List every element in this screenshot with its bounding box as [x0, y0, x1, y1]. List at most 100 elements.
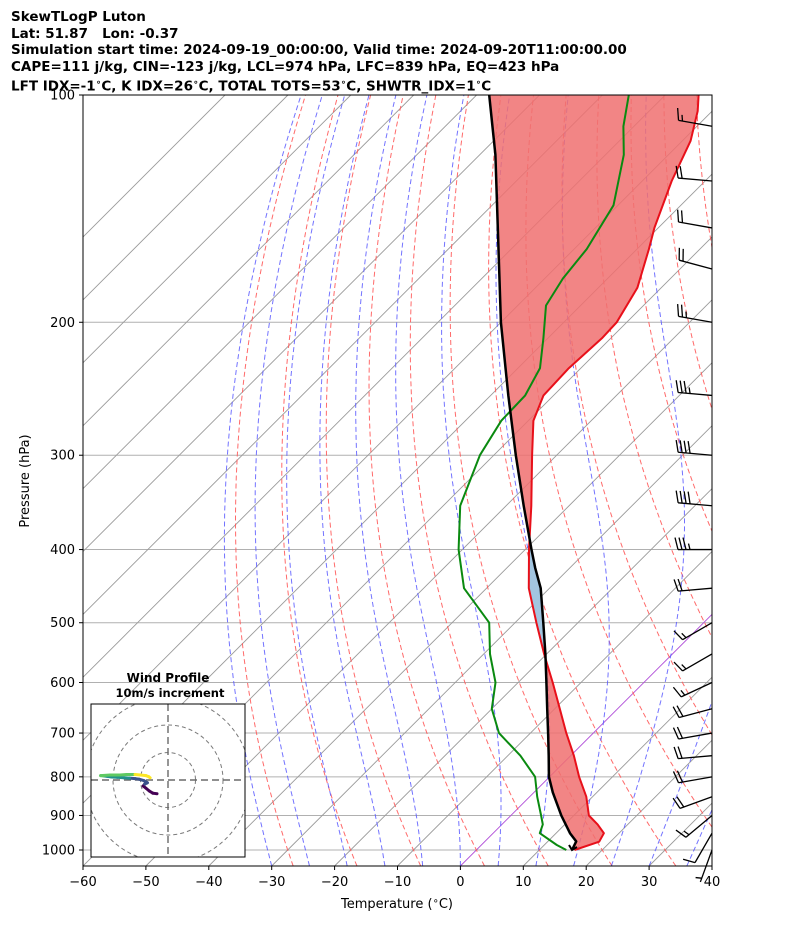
dry-adiabat — [368, 95, 485, 866]
wind-barb-shaft — [678, 259, 713, 270]
wind-barb-full — [675, 490, 679, 503]
y-tick-label: 700 — [50, 727, 75, 742]
moist-adiabat — [648, 699, 712, 866]
wind-barb-full — [672, 706, 680, 718]
x-tick-label: 20 — [578, 875, 595, 890]
dry-adiabat — [561, 95, 712, 736]
isotherm-line — [208, 362, 712, 866]
x-tick-label: −60 — [69, 875, 96, 890]
x-axis-unit: C) — [439, 897, 453, 912]
y-tick-label: 500 — [50, 616, 75, 631]
wind-barb-shaft — [680, 681, 713, 698]
wind-barb-full — [675, 829, 687, 838]
chart-header: SkewTLogP Luton Lat: 51.87 Lon: -0.37 Si… — [11, 9, 627, 95]
wind-barb-full — [672, 686, 682, 698]
isotherm-line — [522, 676, 712, 866]
wind-barb-full — [679, 380, 683, 393]
x-tick-label: −10 — [384, 875, 411, 890]
wind-barb-full — [680, 210, 684, 223]
x-axis-degree: ∘ — [433, 896, 439, 907]
wind-barb-shaft — [682, 622, 713, 641]
isotherm-line — [83, 95, 352, 364]
isotherm-line — [83, 95, 289, 301]
wind-barb-full — [676, 209, 680, 223]
wind-barb-shaft — [678, 119, 713, 127]
wind-barb-full — [674, 537, 679, 550]
wind-barb-full — [677, 746, 683, 759]
wind-barb-full — [676, 107, 680, 121]
wind-barb-shaft — [682, 653, 713, 672]
wind-barb-half — [683, 830, 690, 836]
wind-barb-shaft — [678, 221, 713, 229]
x-tick-label: −50 — [132, 875, 159, 890]
dry-adiabat — [488, 95, 677, 866]
wind-barb-full — [683, 380, 687, 394]
degree-symbol: ∘ — [95, 78, 102, 89]
y-tick-label: 900 — [50, 809, 75, 824]
indices-line: LFT IDX=-1∘C, K IDX=26∘C, TOTAL TOTS=53∘… — [11, 78, 492, 95]
x-axis-ticks: −60 −50 −40 −30 −20 −10 0 10 20 30 40 — [69, 866, 720, 890]
times-line: Simulation start time: 2024-09-19_00:00:… — [11, 42, 627, 59]
wind-barb-full — [675, 439, 679, 453]
isotherm-line — [271, 425, 712, 866]
x-axis-label-text: Temperature ( — [340, 897, 433, 912]
wind-barb-full — [683, 491, 687, 504]
wind-barb-shaft — [679, 796, 713, 809]
wind-barb-full — [673, 661, 684, 672]
location-line: Lat: 51.87 Lon: -0.37 — [11, 25, 179, 42]
wind-barb-full — [679, 490, 683, 504]
wind-barb-full — [678, 537, 683, 550]
parcel-profile — [487, 95, 578, 851]
dry-adiabat — [596, 95, 712, 639]
wind-barb-full — [677, 578, 683, 592]
x-tick-label: 10 — [515, 875, 532, 890]
wind-barb-shaft — [678, 587, 713, 592]
cape-area — [528, 539, 546, 659]
sounding-profiles — [457, 95, 700, 852]
dry-adiabat — [729, 95, 794, 866]
dry-adiabat — [663, 95, 712, 411]
degree-symbol: ∘ — [475, 78, 482, 89]
cin-area — [545, 659, 604, 850]
x-tick-label: 40 — [704, 875, 721, 890]
hodograph-inset — [91, 704, 245, 857]
moist-adiabat — [441, 95, 502, 866]
y-axis-ticks: 1000 900 800 700 600 500 400 300 200 100 — [42, 89, 83, 859]
parameters-line: CAPE=111 j/kg, CIN=-123 j/kg, LCL=974 hP… — [11, 58, 560, 75]
dry-adiabat — [281, 95, 358, 866]
hodograph-subtitle: 10m/s increment — [116, 686, 225, 700]
wind-barb-full — [676, 303, 680, 317]
wind-barb-shaft — [678, 315, 713, 323]
wind-barb-shaft — [699, 849, 713, 883]
y-tick-label: 100 — [50, 89, 75, 104]
dewpoint-profile — [457, 95, 630, 851]
isotherm-line — [334, 487, 712, 866]
degree-symbol: ∘ — [340, 78, 347, 89]
x-tick-label: −30 — [258, 875, 285, 890]
isotherm-line — [460, 613, 712, 866]
isotherm-line — [83, 95, 226, 238]
wind-barb-shaft — [678, 391, 713, 397]
moist-adiabat — [254, 95, 323, 866]
moist-adiabat — [355, 95, 424, 866]
degree-symbol: ∘ — [192, 78, 199, 89]
wind-barb-full — [680, 304, 684, 318]
x-tick-label: −20 — [321, 875, 348, 890]
y-tick-label: 600 — [50, 676, 75, 691]
wind-barb-half — [688, 387, 691, 394]
wind-barb-full — [676, 770, 684, 783]
isotherm-line — [397, 550, 712, 866]
y-tick-label: 800 — [50, 770, 75, 785]
moist-adiabat — [610, 95, 685, 866]
moist-adiabat — [223, 95, 302, 866]
hodograph-title: Wind Profile — [127, 671, 210, 685]
wind-barb-shaft — [678, 177, 713, 182]
hodograph-trace — [99, 773, 112, 778]
moist-adiabat — [319, 95, 386, 866]
isotherm-line — [711, 865, 712, 866]
isotherm-line — [83, 95, 603, 616]
wind-barb-full — [687, 491, 691, 504]
moist-adiabat — [686, 808, 712, 866]
moist-adiabat — [562, 95, 610, 866]
wind-barb-full — [675, 165, 679, 179]
